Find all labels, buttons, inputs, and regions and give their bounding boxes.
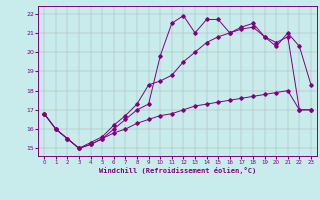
X-axis label: Windchill (Refroidissement éolien,°C): Windchill (Refroidissement éolien,°C) — [99, 167, 256, 174]
